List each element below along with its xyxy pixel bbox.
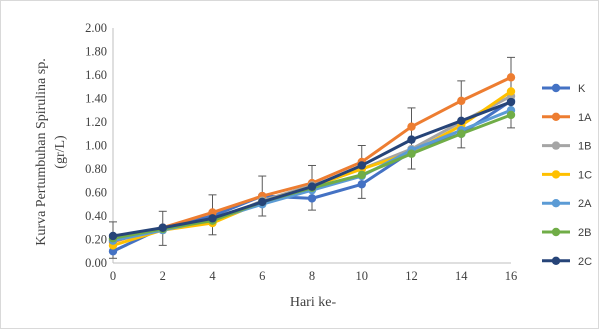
series-line-1a: [112, 75, 512, 244]
legend-item-2a: 2A: [542, 198, 592, 210]
legend: K 1A 1B 1C 2A 2B 2C: [542, 83, 592, 268]
y-tick-label: 1.00: [85, 139, 107, 153]
data-point-2b: [407, 149, 416, 158]
data-point-2c: [357, 161, 366, 170]
y-tick-label: 0.20: [85, 233, 107, 247]
legend-item-k: K: [542, 83, 586, 95]
legend-label: 1A: [578, 112, 592, 124]
y-tick-label: 1.20: [85, 115, 107, 129]
legend-label: 2B: [578, 227, 591, 239]
data-point-k: [108, 247, 118, 256]
legend-swatch-marker: [551, 199, 561, 208]
x-tick-label: 6: [259, 269, 265, 283]
data-point-2c: [208, 214, 217, 223]
y-tick-label: 0.60: [85, 186, 107, 200]
axes: 0.00 0.20 0.40 0.60 0.80 1.00 1.20 1.40 1.60 1.80…: [85, 21, 517, 283]
data-point-2c: [108, 231, 118, 241]
data-point-1a: [506, 73, 516, 82]
y-tick-label: 2.00: [85, 21, 107, 35]
y-tick-label: 0.00: [85, 256, 107, 270]
x-tick-label: 10: [356, 269, 369, 283]
y-tick-label: 1.80: [85, 45, 107, 59]
x-tick-label: 4: [209, 269, 216, 283]
x-axis-title: Hari ke-: [290, 295, 337, 310]
data-point-2c: [457, 116, 466, 126]
legend-item-2c: 2C: [542, 256, 592, 268]
series-1a: [108, 73, 516, 247]
data-point-2c: [307, 182, 317, 191]
data-point-2b: [357, 170, 366, 180]
legend-swatch-marker: [551, 83, 561, 93]
legend-item-1c: 1C: [542, 169, 592, 181]
legend-swatch-marker: [551, 256, 561, 265]
data-point-1a: [457, 96, 466, 106]
legend-swatch-marker: [551, 170, 561, 179]
data-point-2c: [158, 223, 167, 232]
legend-label: K: [578, 83, 586, 95]
line-chart: 0.00 0.20 0.40 0.60 0.80 1.00 1.20 1.40 1.60 1.80…: [34, 21, 592, 310]
data-point-2c: [407, 135, 416, 144]
legend-swatch-marker: [551, 227, 561, 237]
legend-item-1b: 1B: [542, 141, 591, 153]
legend-item-2b: 2B: [542, 227, 591, 239]
legend-label: 1C: [578, 169, 592, 181]
legend-label: 1B: [578, 141, 591, 153]
data-point-1c: [506, 87, 516, 96]
data-point-1a: [407, 122, 416, 131]
data-point-2b: [506, 110, 516, 120]
y-axis-title-line2: (gr/L): [53, 135, 68, 169]
data-point-2c: [258, 197, 267, 207]
x-tick-label: 16: [505, 269, 518, 283]
series-2c: [108, 97, 516, 241]
data-point-2c: [506, 97, 516, 107]
legend-label: 2C: [578, 256, 592, 268]
legend-swatch-marker: [551, 141, 561, 150]
legend-label: 2A: [578, 198, 592, 210]
x-tick-label: 2: [160, 269, 166, 283]
x-tick-label: 12: [405, 269, 418, 283]
data-point-k: [357, 180, 366, 189]
data-point-2b: [457, 129, 466, 138]
series-lines: [108, 73, 516, 256]
data-point-k: [307, 194, 317, 203]
y-tick-label: 1.40: [85, 92, 107, 106]
x-tick-label: 14: [455, 269, 468, 283]
y-tick-label: 0.40: [85, 209, 107, 223]
legend-item-1a: 1A: [542, 112, 592, 124]
data-point-1a: [208, 208, 217, 217]
x-tick-label: 8: [309, 269, 315, 283]
x-tick-label: 0: [110, 269, 116, 283]
legend-swatch-marker: [551, 112, 561, 122]
y-axis-title-line1: Kurva Pertumbuhan Spirulina sp.: [34, 58, 49, 245]
y-tick-label: 1.60: [85, 68, 107, 82]
y-tick-label: 0.80: [85, 162, 107, 176]
